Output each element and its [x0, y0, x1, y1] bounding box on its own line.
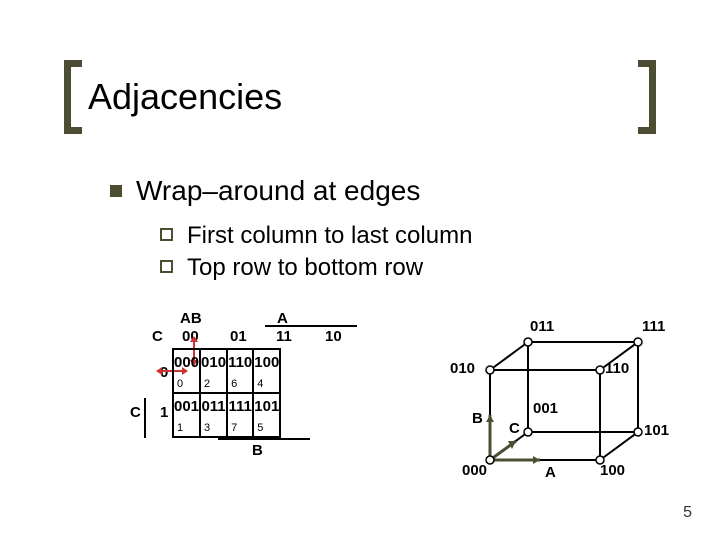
title-container: Adjacencies	[70, 60, 650, 134]
page-title: Adjacencies	[70, 60, 650, 134]
kmap-a-bar	[265, 325, 357, 327]
kmap-label-c-side: C	[130, 404, 141, 421]
kmap-grid: 0000 0102 1106 1004 0011 0113 1117 1015	[172, 348, 281, 438]
kmap-row-1: 1	[160, 404, 168, 421]
kmap-cell: 101 5	[253, 393, 280, 437]
cell-val: 011	[201, 398, 225, 415]
cell-idx: 3	[204, 422, 210, 434]
cell-val: 001	[174, 398, 199, 415]
kmap-col-01: 01	[230, 328, 247, 345]
v101: 101	[644, 422, 669, 439]
kmap-c-bar	[144, 398, 146, 438]
cell-idx: 5	[257, 422, 263, 434]
axis-b: B	[472, 410, 483, 427]
axis-c: C	[509, 420, 520, 437]
sub-bullet-b: Top row to bottom row	[160, 254, 472, 282]
sub-bullet-list: First column to last column Top row to b…	[160, 222, 472, 286]
axis-a: A	[545, 464, 556, 481]
cell-idx: 4	[257, 378, 263, 390]
v000: 000	[462, 462, 487, 479]
kmap-b-bar	[218, 438, 310, 440]
kmap-cell: 110 6	[227, 349, 253, 393]
kmap-label-b: B	[252, 442, 263, 459]
cell-idx: 7	[231, 422, 237, 434]
kmap-label-ab: AB	[180, 310, 202, 327]
cell-idx: 6	[231, 378, 237, 390]
sub-bullet-a: First column to last column	[160, 222, 472, 250]
cell-val: 101	[254, 398, 279, 415]
kmap-col-11: 11	[276, 328, 292, 345]
kmap-cell: 0000	[173, 349, 200, 393]
v111: 111	[642, 318, 665, 335]
v001: 001	[533, 400, 558, 417]
bracket-left	[64, 60, 82, 134]
kmap-cell: 001 1	[173, 393, 200, 437]
v010: 010	[450, 360, 475, 377]
cell-val: 111	[228, 398, 251, 415]
kmap-cell: 011 3	[200, 393, 227, 437]
cell-idx: 2	[204, 378, 210, 390]
cell-idx: 1	[177, 422, 183, 434]
hypercube: 000 100 010 110 001 101 011 111 A B C	[430, 300, 690, 490]
kmap-col-10: 10	[325, 328, 342, 345]
cell-val: 000	[174, 354, 199, 371]
cell-idx: 0	[177, 378, 183, 390]
bracket-right	[638, 60, 656, 134]
v011: 011	[530, 318, 554, 335]
kmap-cell: 111 7	[227, 393, 253, 437]
kmap-label-c: C	[152, 328, 163, 345]
page-number: 5	[683, 504, 692, 522]
v100: 100	[600, 462, 625, 479]
v110: 110	[605, 360, 629, 377]
cell-val: 010	[201, 354, 226, 371]
cell-val: 110	[228, 354, 252, 371]
kmap-cell: 100 4	[253, 349, 280, 393]
cell-val: 100	[254, 354, 279, 371]
kmap-cell: 010 2	[200, 349, 227, 393]
bullet-main: Wrap–around at edges	[110, 175, 420, 207]
